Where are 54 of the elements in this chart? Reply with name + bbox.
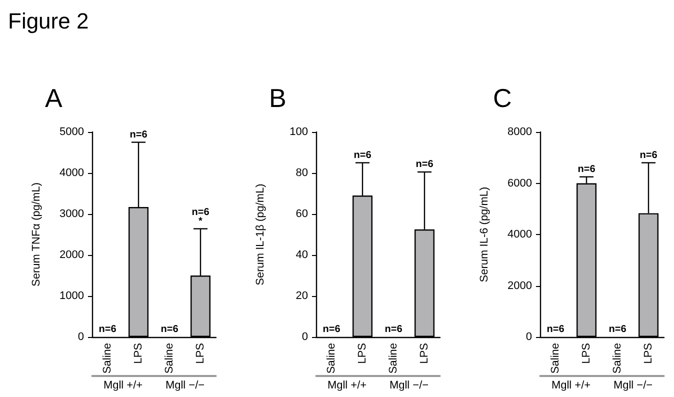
x-tick-label: LPS bbox=[642, 343, 654, 364]
y-tick-label: 6000 bbox=[508, 177, 532, 190]
text: Mgll −/− bbox=[165, 380, 205, 392]
chart-title: A bbox=[45, 83, 63, 113]
annotation: n=6 * bbox=[192, 206, 210, 227]
text: Mgll −/− bbox=[613, 380, 653, 392]
x-tick-label: LPS bbox=[194, 343, 206, 364]
annotation: n=6 bbox=[578, 164, 596, 175]
y-tick-label: 1000 bbox=[60, 290, 84, 302]
annotation: n=6 bbox=[98, 324, 117, 335]
y-tick-label: 5000 bbox=[60, 126, 84, 138]
y-tick-label: 2000 bbox=[508, 280, 532, 292]
annotation: n=6 bbox=[322, 324, 341, 335]
y-tick-label: 80 bbox=[296, 167, 308, 179]
x-tick-label: LPS bbox=[580, 343, 592, 364]
y-tick-label: 0 bbox=[78, 331, 84, 343]
text: Mgll +/+ bbox=[327, 380, 367, 392]
y-tick-label: 8000 bbox=[508, 126, 532, 138]
x-tick-label: Saline bbox=[550, 343, 562, 374]
text: Mgll +/+ bbox=[103, 380, 143, 392]
y-tick-label: 60 bbox=[296, 208, 308, 220]
caption: Figure 2 bbox=[8, 8, 89, 34]
y-axis-title: Serum TNFα (pg/mL) bbox=[30, 182, 42, 286]
y-tick-label: 3000 bbox=[60, 208, 84, 220]
annotation: n=6 bbox=[608, 324, 627, 335]
y-axis-title: Serum IL-1β (pg/mL) bbox=[254, 184, 266, 286]
x-tick-label: Saline bbox=[164, 343, 176, 374]
annotation: n=6 bbox=[160, 324, 179, 335]
y-axis-title: Serum IL-6 (pg/mL) bbox=[478, 186, 490, 282]
x-tick-label: Saline bbox=[326, 343, 338, 374]
annotation: n=6 bbox=[546, 324, 565, 335]
annotation: n=6 bbox=[384, 324, 403, 335]
y-tick-label: 4000 bbox=[60, 167, 84, 179]
annotation: n=6 bbox=[354, 150, 372, 161]
x-tick-label: Saline bbox=[388, 343, 400, 374]
y-tick-label: 40 bbox=[296, 249, 308, 261]
x-tick-label: LPS bbox=[418, 343, 430, 364]
annotation: n=6 bbox=[416, 158, 434, 170]
chart-title: C bbox=[493, 83, 512, 113]
x-tick-label: LPS bbox=[132, 343, 144, 364]
x-tick-label: LPS bbox=[356, 343, 368, 364]
annotation: n=6 bbox=[640, 150, 658, 161]
y-tick-label: 0 bbox=[526, 331, 532, 343]
x-tick-label: Saline bbox=[612, 343, 624, 374]
y-tick-label: 20 bbox=[296, 290, 308, 302]
x-tick-label: Saline bbox=[102, 343, 114, 374]
y-tick-label: 4000 bbox=[508, 228, 532, 240]
chart-title: B bbox=[269, 83, 286, 113]
y-tick-label: 0 bbox=[302, 331, 308, 343]
text: Mgll −/− bbox=[389, 380, 429, 392]
text: Mgll +/+ bbox=[551, 380, 591, 392]
y-tick-label: 100 bbox=[290, 126, 308, 138]
y-tick-label: 2000 bbox=[60, 249, 84, 261]
annotation: n=6 bbox=[130, 129, 148, 140]
